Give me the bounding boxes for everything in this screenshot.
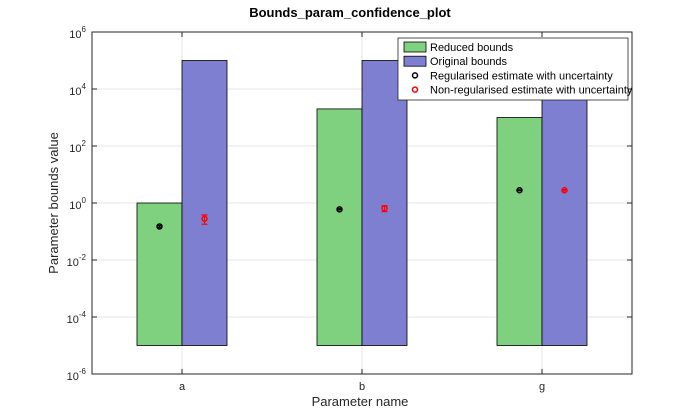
non-regularised-estimate-point bbox=[201, 215, 208, 223]
legend-swatch bbox=[403, 55, 427, 67]
y-tick-base: 10 bbox=[67, 257, 79, 269]
y-tick-exponent: 2 bbox=[82, 139, 87, 148]
y-tick-exponent: -2 bbox=[79, 253, 87, 262]
regularised-estimate-point bbox=[516, 187, 523, 194]
y-tick-base: 10 bbox=[67, 371, 79, 383]
y-axis-label: Parameter bounds value bbox=[46, 132, 61, 274]
legend-box bbox=[397, 37, 629, 101]
y-tick-base: 10 bbox=[69, 86, 81, 98]
y-tick-base: 10 bbox=[69, 200, 81, 212]
bar-original-bounds bbox=[181, 60, 228, 346]
bars bbox=[136, 60, 588, 346]
bar-reduced-bounds bbox=[316, 108, 363, 346]
non-regularised-estimate-point bbox=[381, 205, 388, 212]
x-tick-label: a bbox=[179, 381, 186, 393]
legend-marker bbox=[411, 72, 419, 79]
y-tick-exponent: -6 bbox=[79, 367, 87, 376]
regularised-estimate-point bbox=[336, 206, 343, 213]
chart-title: Bounds_param_confidence_plot bbox=[249, 5, 451, 20]
legend-entry: Non-regularised estimate with uncertaint… bbox=[430, 85, 633, 97]
y-tick-base: 10 bbox=[69, 29, 81, 41]
y-tick-exponent: 4 bbox=[82, 82, 87, 91]
y-tick-label: 10-4 bbox=[67, 310, 87, 326]
y-tick-label: 106 bbox=[69, 25, 86, 41]
non-regularised-estimate-point bbox=[561, 187, 568, 194]
y-tick-exponent: 0 bbox=[82, 196, 87, 205]
estimates bbox=[156, 187, 568, 230]
legend-entry: Regularised estimate with uncertainty bbox=[430, 70, 613, 82]
y-tick-base: 10 bbox=[67, 314, 79, 326]
legend-swatch bbox=[403, 41, 427, 53]
y-tick-exponent: -4 bbox=[79, 310, 87, 319]
x-tick-label: b bbox=[359, 381, 365, 393]
legend-marker bbox=[411, 86, 419, 93]
bar-original-bounds bbox=[541, 60, 588, 346]
y-tick-label: 10-6 bbox=[67, 367, 87, 383]
legend: Reduced bounds Original bounds Regularised… bbox=[397, 37, 633, 101]
y-tick-label: 102 bbox=[69, 139, 86, 155]
bar-original-bounds bbox=[361, 60, 408, 346]
y-tick-exponent: 6 bbox=[82, 25, 87, 34]
x-tick-label: g bbox=[539, 381, 545, 393]
x-axis-label: Parameter name bbox=[312, 394, 409, 409]
legend-entry: Original bounds bbox=[430, 56, 508, 68]
legend-entry: Reduced bounds bbox=[430, 42, 514, 54]
y-tick-label: 10-2 bbox=[67, 253, 87, 269]
y-tick-label: 104 bbox=[69, 82, 86, 98]
bar-reduced-bounds bbox=[496, 117, 543, 346]
y-tick-label: 100 bbox=[69, 196, 86, 212]
y-tick-base: 10 bbox=[69, 143, 81, 155]
regularised-estimate-point bbox=[156, 223, 163, 230]
